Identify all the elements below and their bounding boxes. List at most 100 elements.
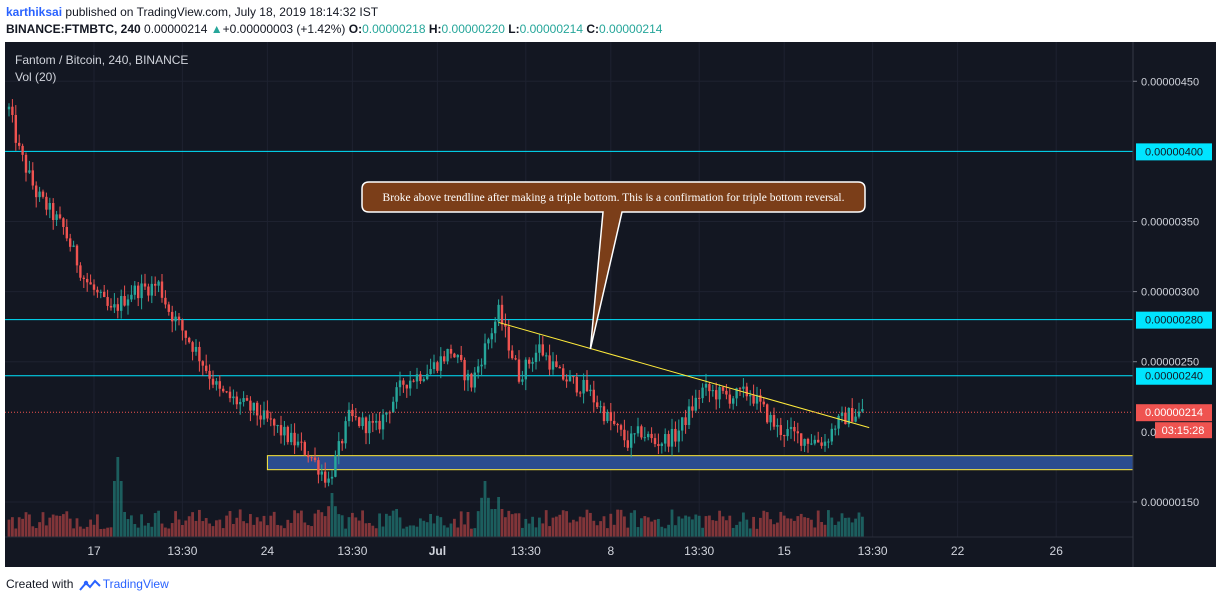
trendline-line[interactable] — [498, 321, 870, 429]
candle-body — [211, 378, 215, 385]
volume-bar — [368, 522, 371, 537]
candle-body — [28, 170, 31, 173]
trendline[interactable] — [498, 321, 870, 429]
last-price: 0.00000214 — [144, 22, 208, 36]
volume-bar — [422, 520, 426, 537]
candle-body — [789, 426, 793, 430]
candle-body — [184, 330, 187, 338]
candle-body — [667, 434, 670, 447]
volume-bar — [388, 515, 392, 537]
candle-body — [708, 384, 711, 392]
price-change: +0.00000003 (+1.42%) — [222, 22, 346, 36]
volume-bar — [531, 516, 534, 537]
candle-body — [385, 412, 388, 415]
volume-bar — [11, 517, 14, 537]
candle-body — [776, 425, 779, 427]
volume-bar — [92, 524, 96, 537]
candle-body — [320, 471, 323, 475]
volume-bar — [218, 519, 222, 537]
candle-body — [392, 401, 395, 413]
candle-body — [235, 396, 238, 405]
price-chart[interactable]: 0.00000400 0.00000280 0.00000240 0.0000021… — [5, 42, 1216, 567]
volume-bar — [157, 510, 160, 537]
price-tick-label: 0.00000150 — [1141, 497, 1199, 509]
candle-body — [480, 364, 483, 367]
support-zone — [266, 455, 1134, 471]
volume-bar — [113, 481, 116, 537]
candle-body — [7, 106, 11, 110]
volume-bar — [116, 457, 120, 537]
candle-body — [344, 421, 347, 444]
volume-bar — [174, 511, 177, 537]
time-tick-label: 13:30 — [511, 544, 541, 558]
volume-bar — [58, 515, 62, 537]
callout[interactable]: Broke above trendline after making a tri… — [361, 181, 866, 350]
candle-body — [330, 476, 334, 479]
volume-bar — [432, 523, 436, 537]
volume-bar — [269, 515, 273, 537]
candle-body — [817, 439, 820, 443]
volume-bar — [412, 525, 415, 537]
candle-body — [429, 368, 432, 375]
candle-body — [504, 324, 507, 327]
candle-body — [698, 397, 701, 399]
volume-bar — [565, 511, 568, 537]
candle-body — [854, 416, 857, 422]
time-axis[interactable]: 17 13:30 24 13:30 Jul 13:30 8 13:30 15 13:30 22 26 — [87, 544, 1063, 558]
volume-bar — [599, 521, 602, 537]
candle-body — [24, 154, 28, 173]
candle-body — [548, 355, 551, 370]
volume-bar — [28, 514, 31, 537]
volume-bar — [334, 506, 337, 537]
horizontal-line-label-bg — [1136, 311, 1212, 329]
volume-bar — [585, 509, 589, 537]
candle-body — [616, 423, 619, 426]
candle-body — [191, 342, 194, 352]
candle-body — [92, 284, 96, 290]
volume-bar — [582, 517, 585, 537]
volume-bar — [657, 518, 660, 537]
candle-body — [395, 387, 398, 402]
candle-body — [422, 379, 425, 382]
candle-body — [670, 428, 674, 447]
price-axis[interactable]: 0.00000450 0.00000350 0.00000300 0.00000250… — [1133, 76, 1199, 509]
author-name[interactable]: karthiksai — [6, 5, 63, 19]
candle-body — [701, 387, 704, 399]
volume-bar — [837, 521, 840, 537]
volume-bar — [419, 518, 422, 537]
horizontal-line-label: 0.00000280 — [1145, 315, 1203, 327]
candle-body — [568, 376, 572, 382]
candle-body — [528, 359, 531, 364]
candle-body — [436, 362, 439, 371]
volume-bar — [674, 525, 677, 537]
volume-bar — [123, 511, 126, 537]
volume-bar — [490, 509, 494, 537]
volume-bar — [89, 519, 92, 537]
volume-bar — [660, 526, 664, 537]
candle-body — [728, 394, 731, 404]
tradingview-link[interactable]: TradingView — [102, 577, 169, 591]
candle-body — [11, 106, 14, 115]
volume-bar — [378, 513, 381, 537]
candle-body — [351, 409, 354, 417]
candle-body — [487, 339, 490, 344]
candle-body — [626, 440, 629, 448]
candle-body — [725, 390, 728, 395]
candle-body — [820, 442, 823, 446]
volume-bar — [31, 526, 35, 537]
volume-bar — [514, 513, 517, 537]
candle-body — [500, 304, 504, 325]
volume-bar — [293, 510, 296, 537]
grid — [5, 42, 1133, 537]
candle-body — [766, 404, 769, 423]
volume-bar — [646, 517, 650, 537]
candle-body — [813, 439, 816, 444]
candle-body — [592, 389, 595, 403]
candle-body — [609, 411, 612, 421]
candle-body — [48, 203, 51, 210]
horizontal-line-label-bg — [1136, 367, 1212, 385]
volume-bar — [75, 518, 79, 537]
volume-bar — [606, 528, 609, 537]
volume-bar — [150, 526, 154, 537]
volume-bar — [844, 517, 847, 537]
